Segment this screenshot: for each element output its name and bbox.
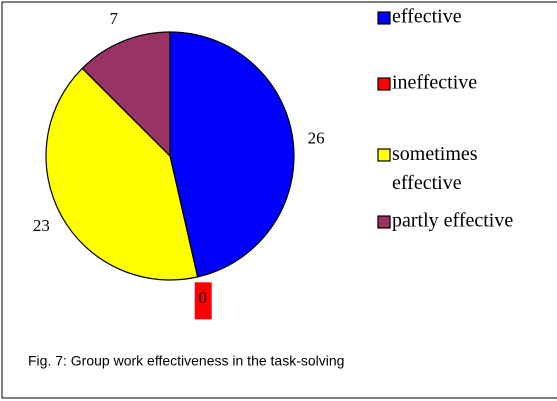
legend-label: ineffective: [392, 72, 477, 94]
pie-slice: [169, 31, 295, 278]
caption: Fig. 7: Group work effectiveness in the …: [28, 353, 344, 369]
data-label: 0: [198, 288, 207, 307]
legend-label: effective: [392, 6, 462, 28]
pie-slice: [45, 67, 199, 281]
data-label: 26: [308, 128, 325, 147]
legend-swatch: [377, 215, 391, 229]
data-label: 23: [33, 216, 50, 235]
legend-label: sometimes effective: [392, 143, 483, 194]
legend-swatch: [377, 148, 391, 162]
label-background: [194, 282, 212, 320]
legend-label: partly effective: [392, 210, 513, 232]
data-label: 7: [109, 9, 118, 28]
legend-swatch: [377, 11, 391, 25]
pie-slice: [81, 31, 171, 158]
legend-swatch: [377, 77, 391, 91]
